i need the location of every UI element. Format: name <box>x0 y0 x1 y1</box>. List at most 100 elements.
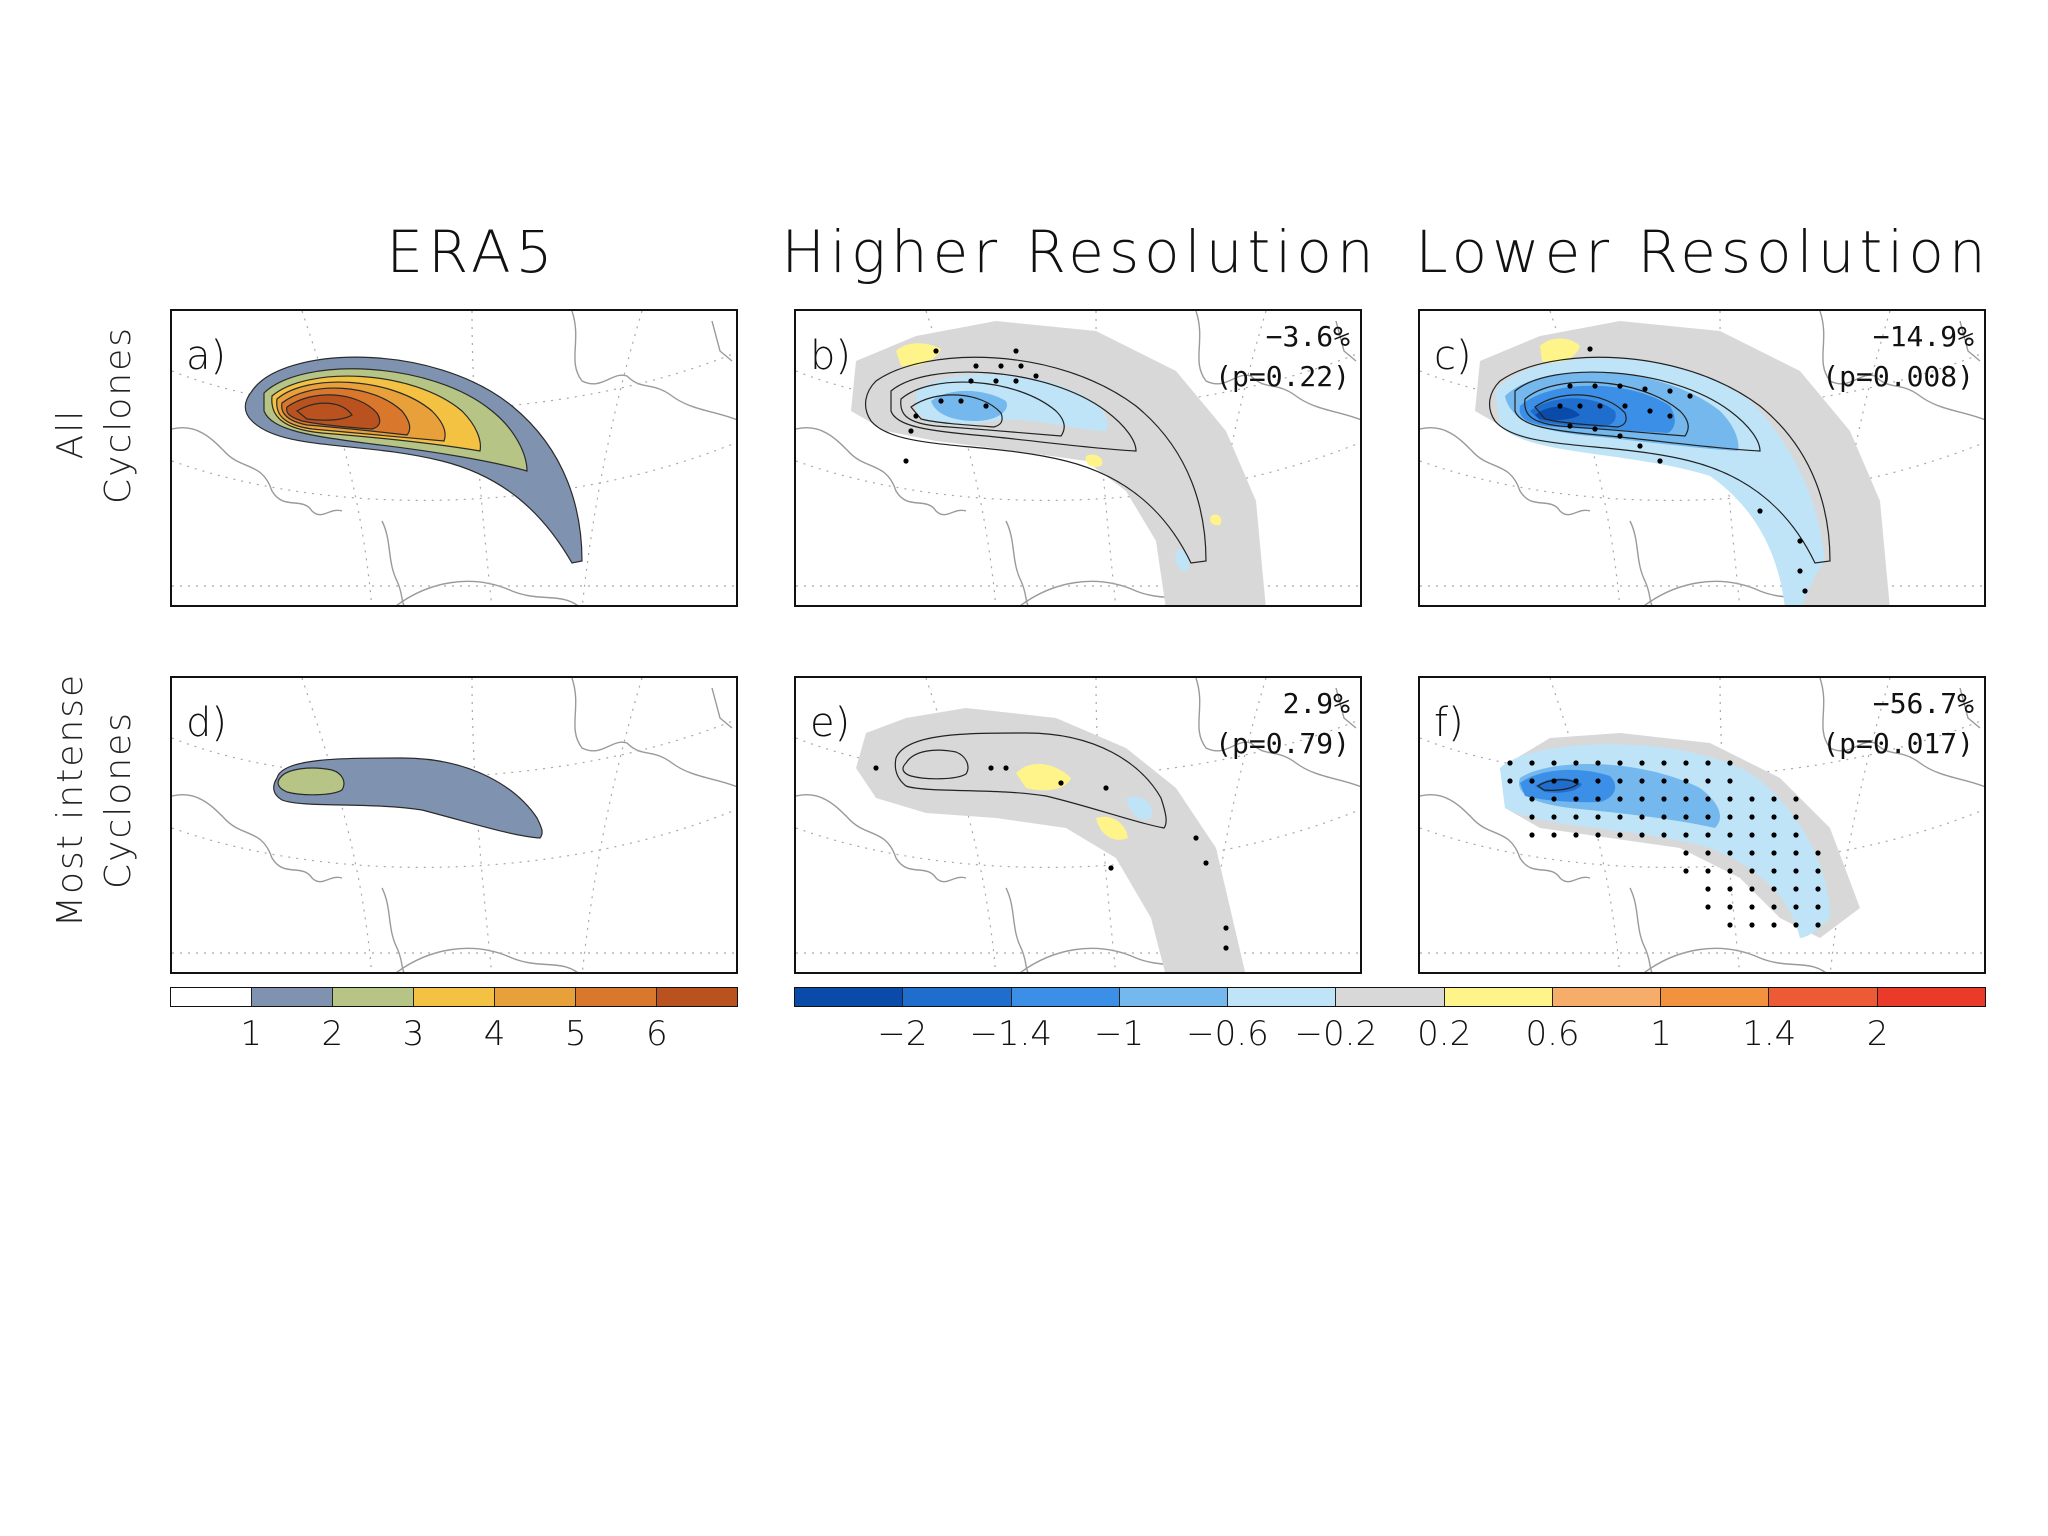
panel-c-map <box>1420 311 1984 605</box>
panel-f-map <box>1420 678 1984 972</box>
graticule-lat-3 <box>172 441 736 501</box>
coastline-south-america <box>172 794 343 883</box>
colorbar-difference-tick-6: 0.2 <box>1417 1014 1472 1054</box>
significance-dot-76 <box>1705 886 1711 892</box>
significance-dot-48 <box>1793 814 1799 820</box>
coastline-south-america <box>796 427 967 516</box>
colorbar-era5-segment-4 <box>414 988 495 1006</box>
significance-dot-14 <box>1567 423 1573 429</box>
significance-dot-8 <box>1557 403 1563 409</box>
significance-dot-6 <box>1193 835 1199 841</box>
significance-dot-53 <box>1617 832 1623 838</box>
graticule-lon-3 <box>581 311 643 605</box>
significance-dot-30 <box>1683 796 1689 802</box>
row-label-most-intense-cyclones: Most intense Cyclones <box>50 672 139 928</box>
significance-dot-10 <box>1597 403 1603 409</box>
significance-dot-87 <box>1815 904 1821 910</box>
significance-dot-29 <box>1661 796 1667 802</box>
significance-dot-41 <box>1639 814 1645 820</box>
coastline-antarctica <box>396 947 578 972</box>
coastline-south-america <box>1420 427 1591 516</box>
significance-dot-4 <box>998 363 1004 369</box>
graticule-lon-1 <box>925 311 997 605</box>
colorbar-difference-segment-10 <box>1769 988 1878 1006</box>
significance-dot-1 <box>1587 346 1593 352</box>
significance-dot-43 <box>1683 814 1689 820</box>
significance-dot-9 <box>1683 760 1689 766</box>
panel-a: a) <box>170 309 738 607</box>
coastline-antarctica <box>1644 947 1826 972</box>
significance-dot-79 <box>1771 886 1777 892</box>
significance-stippling <box>903 348 1039 464</box>
significance-dot-1 <box>933 348 939 354</box>
significance-dot-81 <box>1815 886 1821 892</box>
significance-dot-17 <box>1617 778 1623 784</box>
panel-f-percent: −56.7% <box>1872 687 1974 720</box>
panel-c-percent: −14.9% <box>1872 320 1974 353</box>
colorbar-era5-segment-6 <box>576 988 657 1006</box>
coastline-africa <box>1819 678 1984 788</box>
significance-dot-6 <box>1667 388 1673 394</box>
panel-f-stat: −56.7% (p=0.017) <box>1822 684 1974 764</box>
significance-dot-51 <box>1573 832 1579 838</box>
panel-d-label: d) <box>186 700 227 746</box>
significance-dot-78 <box>1749 886 1755 892</box>
panel-e-map <box>796 678 1360 972</box>
density-level-7 <box>295 402 353 421</box>
significance-dot-49 <box>1529 832 1535 838</box>
coastline <box>172 678 736 972</box>
colorbar-era5-segment-5 <box>495 988 576 1006</box>
density-field <box>244 356 583 564</box>
graticule-lat-3 <box>1420 441 1984 501</box>
panel-f: f) −56.7% (p=0.017) <box>1418 676 1986 974</box>
colorbar-difference-tick-4: −0.6 <box>1186 1014 1269 1054</box>
difference-level-6-patch-2 <box>1096 816 1128 840</box>
graticule-lon-1 <box>301 311 373 605</box>
significance-dot-9 <box>1013 378 1019 384</box>
significance-dot-7 <box>1203 860 1209 866</box>
significance-dot-9 <box>1223 925 1229 931</box>
significance-dot-4 <box>1617 383 1623 389</box>
coastline-madagascar <box>711 320 733 362</box>
coastline-africa <box>571 678 736 788</box>
significance-dot-14 <box>908 428 914 434</box>
panel-c-pvalue: (p=0.008) <box>1822 360 1974 393</box>
colorbar-difference-segment-9 <box>1661 988 1770 1006</box>
difference-level-6-patch-5 <box>1085 454 1103 467</box>
colorbar-difference-segment-4 <box>1119 988 1229 1006</box>
significance-dot-18 <box>1639 778 1645 784</box>
coastline-peninsula <box>1005 520 1029 605</box>
significance-dot-37 <box>1551 814 1557 820</box>
significance-dot-10 <box>913 413 919 419</box>
significance-dot-16 <box>1617 433 1623 439</box>
significance-dot-31 <box>1705 796 1711 802</box>
significance-dot-13 <box>1667 413 1673 419</box>
significance-dot-1 <box>873 765 879 771</box>
significance-dot-32 <box>1727 796 1733 802</box>
significance-dot-15 <box>1592 426 1598 432</box>
panel-b: b) −3.6% (p=0.22) <box>794 309 1362 607</box>
significance-dot-21 <box>1705 778 1711 784</box>
era5-contour-2 <box>1514 371 1761 452</box>
significance-dot-2 <box>1013 348 1019 354</box>
colorbar-difference-segment-2 <box>903 988 1012 1006</box>
significance-dot-18 <box>1657 458 1663 464</box>
era5-contour-3 <box>1524 381 1689 437</box>
significance-dot-68 <box>1815 850 1821 856</box>
significance-dot-91 <box>1793 922 1799 928</box>
significance-dot-47 <box>1771 814 1777 820</box>
panel-d: d) <box>170 676 738 974</box>
significance-dot-61 <box>1793 832 1799 838</box>
significance-dot-54 <box>1639 832 1645 838</box>
coastline-madagascar <box>1335 687 1357 729</box>
significance-dot-62 <box>1683 850 1689 856</box>
coastline-south-america <box>796 794 967 883</box>
era5-contour-2 <box>902 749 969 780</box>
significance-dot-60 <box>1771 832 1777 838</box>
significance-dot-28 <box>1639 796 1645 802</box>
significance-dot-12 <box>1507 778 1513 784</box>
significance-dot-4 <box>1058 780 1064 786</box>
colorbar-difference-segment-1 <box>795 988 904 1006</box>
significance-dot-65 <box>1749 850 1755 856</box>
era5-contours <box>894 732 1167 829</box>
